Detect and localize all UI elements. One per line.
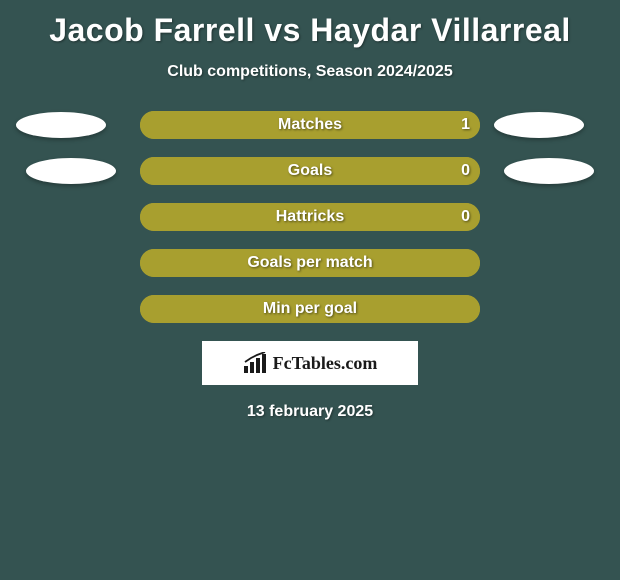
stat-row: Goals0 <box>0 157 620 185</box>
stat-row: Min per goal <box>0 295 620 323</box>
date-text: 13 february 2025 <box>0 403 620 421</box>
bar-label: Min per goal <box>0 295 620 323</box>
stat-row: Hattricks0 <box>0 203 620 231</box>
brand-badge-box: FcTables.com <box>202 341 418 385</box>
value-right: 0 <box>461 157 470 185</box>
subtitle: Club competitions, Season 2024/2025 <box>0 63 620 81</box>
brand-text: FcTables.com <box>273 353 378 374</box>
chart-icon <box>243 352 269 374</box>
silhouette-right <box>494 112 584 138</box>
bar-label: Hattricks <box>0 203 620 231</box>
brand-badge: FcTables.com <box>0 341 620 385</box>
value-right: 1 <box>461 111 470 139</box>
bar-label: Goals per match <box>0 249 620 277</box>
page-title: Jacob Farrell vs Haydar Villarreal <box>0 0 620 49</box>
value-right: 0 <box>461 203 470 231</box>
stat-row: Matches1 <box>0 111 620 139</box>
comparison-bars: Matches1Goals0Hattricks0Goals per matchM… <box>0 111 620 323</box>
stat-row: Goals per match <box>0 249 620 277</box>
silhouette-left <box>16 112 106 138</box>
silhouette-left <box>26 158 116 184</box>
silhouette-right <box>504 158 594 184</box>
